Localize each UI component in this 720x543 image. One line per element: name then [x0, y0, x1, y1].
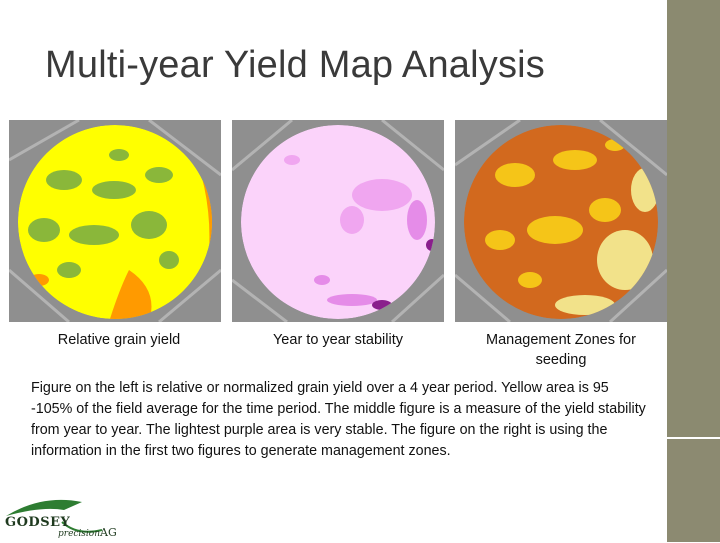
sidebar-accent — [667, 0, 720, 542]
year-to-year-stability-map — [232, 120, 444, 322]
slide-description: Figure on the left is relative or normal… — [31, 380, 646, 459]
relative-grain-yield-map — [9, 120, 221, 322]
map-caption-management-zones: Management Zones for seeding — [486, 332, 636, 368]
sidebar-lower — [667, 437, 720, 542]
svg-text:precision: precision — [58, 529, 100, 538]
map-caption-stability: Year to year stability — [272, 332, 404, 348]
sidebar-upper — [667, 0, 720, 435]
svg-text:GODSEY: GODSEY — [5, 515, 70, 530]
management-zones-map — [455, 120, 667, 322]
godsey-logo: GODSEY precision AG — [2, 492, 132, 539]
map-caption-relative-yield: Relative grain yield — [57, 332, 181, 348]
slide-title: Multi-year Yield Map Analysis — [45, 44, 546, 86]
svg-text:AG: AG — [99, 526, 117, 538]
